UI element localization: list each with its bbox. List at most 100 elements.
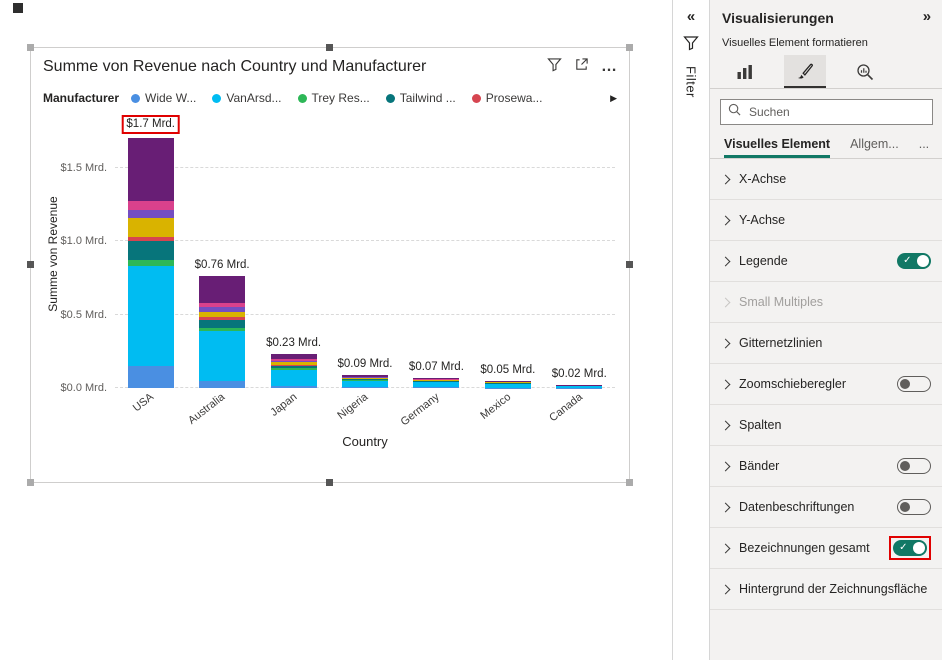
format-visual-icon[interactable]	[784, 55, 826, 88]
format-section-x-achse[interactable]: X-Achse	[710, 159, 942, 200]
resize-handle-se[interactable]	[626, 479, 633, 486]
bar-segment[interactable]	[127, 236, 174, 242]
resize-handle-sw[interactable]	[27, 479, 34, 486]
bar-segment[interactable]	[342, 374, 388, 377]
format-section-datenbeschriftungen[interactable]: Datenbeschriftungen	[710, 487, 942, 528]
bar-australia[interactable]	[199, 276, 246, 388]
bar-segment[interactable]	[342, 379, 388, 381]
bar-japan[interactable]	[270, 354, 317, 388]
bar-segment[interactable]	[199, 311, 246, 318]
tab-[interactable]: ...	[918, 137, 930, 151]
bar-segment[interactable]	[199, 307, 246, 312]
bar-segment[interactable]	[270, 365, 317, 369]
build-visual-icon[interactable]	[724, 55, 766, 88]
bar-segment[interactable]	[342, 387, 388, 388]
y-axis-title: Summe von Revenue	[46, 196, 60, 312]
expand-filter-pane-icon[interactable]: «	[686, 8, 696, 25]
analytics-icon[interactable]	[844, 55, 886, 88]
bar-segment[interactable]	[270, 369, 317, 386]
bar-segment[interactable]	[270, 362, 317, 365]
bar-segment[interactable]	[270, 364, 317, 366]
bar-segment[interactable]	[342, 377, 388, 379]
bar-segment[interactable]	[413, 381, 460, 382]
bar-segment[interactable]	[342, 380, 388, 388]
bar-segment[interactable]	[127, 217, 174, 237]
tab-allgem[interactable]: Allgem...	[850, 137, 899, 151]
toggle-zoomschieberegler[interactable]	[897, 376, 932, 392]
legend-item-trey-res[interactable]: Trey Res...	[297, 91, 370, 105]
bar-segment[interactable]	[127, 266, 174, 366]
bar-segment[interactable]	[127, 260, 174, 266]
bar-segment[interactable]	[484, 380, 531, 382]
search-box[interactable]	[720, 99, 934, 125]
bar-segment[interactable]	[484, 383, 531, 388]
resize-handle-e[interactable]	[626, 261, 633, 268]
format-section-gitternetzlinien[interactable]: Gitternetzlinien	[710, 323, 942, 364]
visual-container[interactable]: Summe von Revenue nach Country und Manuf…	[27, 44, 633, 486]
bar-segment[interactable]	[270, 359, 317, 361]
bar-segment[interactable]	[270, 368, 317, 370]
bar-segment[interactable]	[342, 380, 388, 381]
more-options-icon[interactable]: …	[601, 58, 617, 75]
bar-mexico[interactable]	[484, 380, 531, 388]
bar-segment[interactable]	[270, 360, 317, 363]
visual-filter-icon[interactable]	[547, 57, 562, 77]
bar-germany[interactable]	[413, 377, 460, 388]
toggle-bezeichnungen-gesamt[interactable]: ✓	[893, 540, 928, 556]
format-section-legende[interactable]: Legende ✓	[710, 241, 942, 282]
format-section-spalten[interactable]: Spalten	[710, 405, 942, 446]
resize-handle-n[interactable]	[326, 44, 333, 51]
collapse-visualizations-pane-icon[interactable]: »	[922, 8, 932, 25]
toggle-legende[interactable]: ✓	[897, 253, 932, 269]
resize-handle-w[interactable]	[27, 261, 34, 268]
bar-segment[interactable]	[413, 380, 460, 381]
bar-segment[interactable]	[556, 386, 603, 388]
format-section-bezeichnungen-gesamt[interactable]: Bezeichnungen gesamt ✓	[710, 528, 942, 569]
legend-item-tailwind[interactable]: Tailwind ...	[385, 91, 456, 105]
search-input[interactable]	[747, 104, 926, 120]
bar-segment[interactable]	[199, 302, 246, 308]
bar-segment[interactable]	[127, 365, 174, 388]
toggle-datenbeschriftungen[interactable]	[897, 499, 932, 515]
bar-segment[interactable]	[342, 378, 388, 379]
bar-segment[interactable]	[342, 376, 388, 378]
bar-usa[interactable]	[127, 138, 174, 388]
bar-segment[interactable]	[270, 354, 317, 360]
bar-segment[interactable]	[413, 387, 460, 388]
focus-mode-icon[interactable]	[574, 57, 589, 77]
resize-handle-ne[interactable]	[626, 44, 633, 51]
tab-visuelles-element[interactable]: Visuelles Element	[724, 137, 831, 158]
legend-item-prosewa[interactable]: Prosewa...	[471, 91, 542, 105]
bar-segment[interactable]	[199, 320, 246, 328]
legend-item-vanarsd[interactable]: VanArsd...	[212, 91, 282, 105]
format-section-hintergrund-der-zeichnungsfl-che[interactable]: Hintergrund der Zeichnungsfläche	[710, 569, 942, 610]
legend-item-wide-w[interactable]: Wide W...	[131, 91, 196, 105]
bar-segment[interactable]	[127, 138, 174, 202]
bar-segment[interactable]	[199, 327, 246, 331]
bar-canada[interactable]	[556, 385, 603, 388]
bar-segment[interactable]	[413, 377, 460, 380]
section-label: Legende	[739, 254, 788, 268]
bar-segment[interactable]	[199, 276, 246, 303]
bar-segment[interactable]	[413, 382, 460, 388]
resize-handle-nw[interactable]	[27, 44, 34, 51]
toggle-check-icon: ✓	[903, 255, 912, 266]
toggle-b-nder[interactable]	[897, 458, 932, 474]
bar-segment[interactable]	[342, 378, 388, 380]
bar-nigeria[interactable]	[342, 374, 388, 388]
bar-segment[interactable]	[199, 330, 246, 381]
resize-handle-s[interactable]	[326, 479, 333, 486]
legend-overflow-arrow-icon[interactable]: ▶	[610, 92, 617, 103]
bar-segment[interactable]	[127, 241, 174, 261]
bar-segment[interactable]	[199, 317, 246, 321]
bar-segment[interactable]	[127, 201, 174, 211]
chevron-right-icon	[720, 338, 731, 348]
bar-segment[interactable]	[270, 385, 317, 388]
format-section-zoomschieberegler[interactable]: Zoomschieberegler	[710, 364, 942, 405]
bar-segment[interactable]	[127, 210, 174, 218]
format-section-y-achse[interactable]: Y-Achse	[710, 200, 942, 241]
format-section-small-multiples[interactable]: Small Multiples	[710, 282, 942, 323]
total-data-label: $0.02 Mrd.	[551, 368, 607, 381]
format-section-b-nder[interactable]: Bänder	[710, 446, 942, 487]
bar-segment[interactable]	[199, 380, 246, 388]
